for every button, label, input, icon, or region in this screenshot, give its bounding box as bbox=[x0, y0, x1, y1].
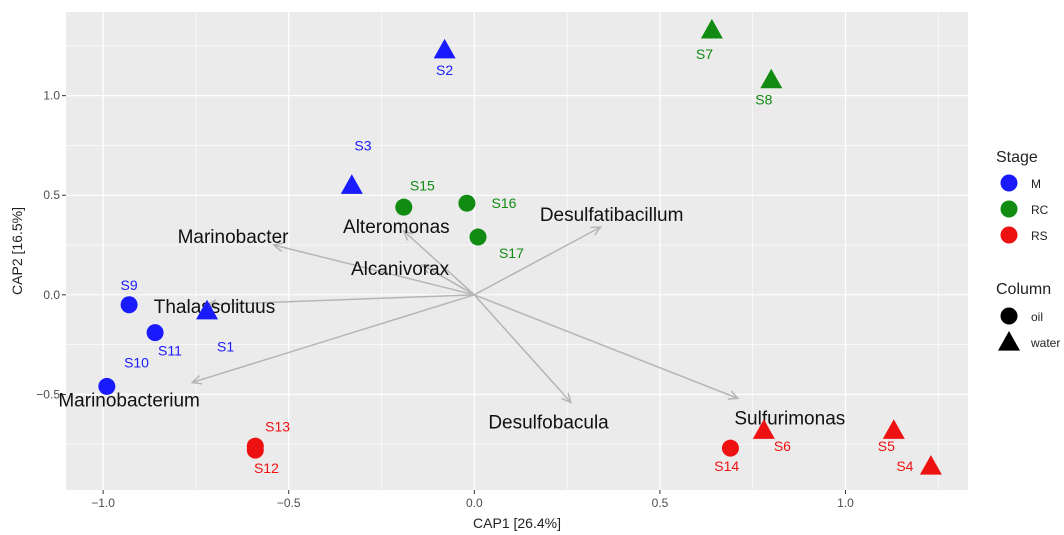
point-label: S5 bbox=[878, 438, 895, 454]
arrow-label: Marinobacterium bbox=[58, 390, 200, 411]
arrow-label: Thalassolituus bbox=[154, 297, 275, 318]
point-s2 bbox=[433, 38, 456, 59]
arrow-label: Marinobacter bbox=[178, 227, 290, 248]
point-s8 bbox=[760, 68, 783, 89]
point-label: S3 bbox=[354, 137, 371, 153]
arrow-label: Desulfatibacillum bbox=[540, 205, 684, 226]
legend-key-water bbox=[998, 331, 1020, 351]
y-tick-label: 1.0 bbox=[43, 89, 60, 103]
y-tick-label: 0.5 bbox=[43, 188, 60, 202]
point-s9 bbox=[120, 296, 138, 314]
arrowhead bbox=[420, 264, 433, 274]
legend-stage-title: Stage bbox=[996, 149, 1038, 166]
arrowhead bbox=[561, 392, 572, 404]
arrow-label: Sulfurimonas bbox=[734, 408, 845, 429]
x-tick-label: 0.0 bbox=[466, 496, 483, 510]
point-label: S2 bbox=[436, 62, 453, 78]
arrowhead bbox=[272, 242, 284, 252]
x-tick-label: 0.5 bbox=[652, 496, 669, 510]
y-axis-label: CAP2 [16.5%] bbox=[9, 207, 25, 295]
arrow-label: Alteromonas bbox=[343, 217, 450, 238]
point-s1 bbox=[196, 299, 219, 320]
arrow-sulfurimonas bbox=[474, 294, 739, 400]
point-s13 bbox=[246, 437, 264, 455]
arrowhead bbox=[727, 390, 740, 400]
x-axis-label: CAP1 [26.4%] bbox=[473, 515, 561, 531]
legend-label-column: oil bbox=[1031, 310, 1043, 324]
axis-ticks: −1.0 −0.5 0.0 0.5 1.0 −0.5 0.0 0.5 1.0 bbox=[36, 89, 854, 510]
point-s11 bbox=[146, 324, 164, 342]
legend: Stage Column M RC RS oil water bbox=[996, 149, 1060, 351]
legend-label-stage: RC bbox=[1031, 203, 1049, 217]
point-s15 bbox=[395, 198, 413, 216]
y-tick-label: −0.5 bbox=[36, 387, 60, 401]
arrow-label: Alcanivorax bbox=[351, 259, 450, 280]
legend-label-column: water bbox=[1030, 336, 1060, 350]
legend-column-title: Column bbox=[996, 281, 1051, 298]
point-label: S17 bbox=[499, 245, 524, 261]
legend-key-rc bbox=[1000, 200, 1018, 218]
arrowhead bbox=[402, 229, 414, 241]
arrow-thalassolituus bbox=[207, 294, 475, 306]
point-s3 bbox=[340, 174, 363, 194]
point-label: S12 bbox=[254, 460, 279, 476]
point-s5 bbox=[882, 419, 905, 439]
point-label: S10 bbox=[124, 355, 149, 371]
arrow-desulfatibacillum bbox=[473, 226, 601, 296]
point-label: S16 bbox=[492, 195, 517, 211]
legend-key-oil bbox=[1000, 307, 1018, 325]
x-tick-label: 1.0 bbox=[837, 496, 854, 510]
legend-key-m bbox=[1000, 174, 1018, 192]
point-label: S9 bbox=[121, 277, 138, 293]
arrow-label: Desulfobacula bbox=[488, 412, 609, 433]
point-s16 bbox=[458, 194, 476, 212]
point-s17 bbox=[469, 228, 487, 246]
point-label: S14 bbox=[714, 458, 739, 474]
point-label: S1 bbox=[217, 339, 234, 355]
species-arrows: Marinobacter Alteromonas Alcanivorax Desulf… bbox=[58, 205, 845, 433]
x-tick-label: −0.5 bbox=[277, 496, 301, 510]
arrow-marinobacter bbox=[273, 244, 475, 296]
arrow-alteromonas bbox=[403, 230, 475, 296]
point-label: S4 bbox=[896, 458, 913, 474]
point-s6 bbox=[752, 419, 775, 439]
point-label: S13 bbox=[265, 418, 290, 434]
point-s7 bbox=[700, 18, 723, 39]
legend-key-rs bbox=[1000, 226, 1018, 244]
point-label: S6 bbox=[774, 438, 791, 454]
legend-label-stage: M bbox=[1031, 177, 1041, 191]
point-label: S15 bbox=[410, 177, 435, 193]
point-s14 bbox=[721, 439, 739, 457]
point-label: S7 bbox=[696, 46, 713, 62]
point-label: S8 bbox=[755, 92, 772, 108]
arrowhead bbox=[590, 226, 603, 236]
x-tick-label: −1.0 bbox=[91, 496, 115, 510]
point-s4 bbox=[919, 455, 942, 475]
point-s10 bbox=[98, 377, 116, 395]
arrowhead bbox=[190, 375, 203, 385]
arrow-desulfobacula bbox=[473, 294, 572, 403]
arrow-marinobacterium bbox=[191, 294, 475, 384]
legend-label-stage: RS bbox=[1031, 229, 1048, 243]
arrow-alcanivorax bbox=[421, 264, 475, 296]
grid-lines bbox=[66, 12, 968, 490]
point-label: S11 bbox=[158, 343, 182, 359]
plot-panel bbox=[66, 12, 968, 490]
y-tick-label: 0.0 bbox=[43, 288, 60, 302]
